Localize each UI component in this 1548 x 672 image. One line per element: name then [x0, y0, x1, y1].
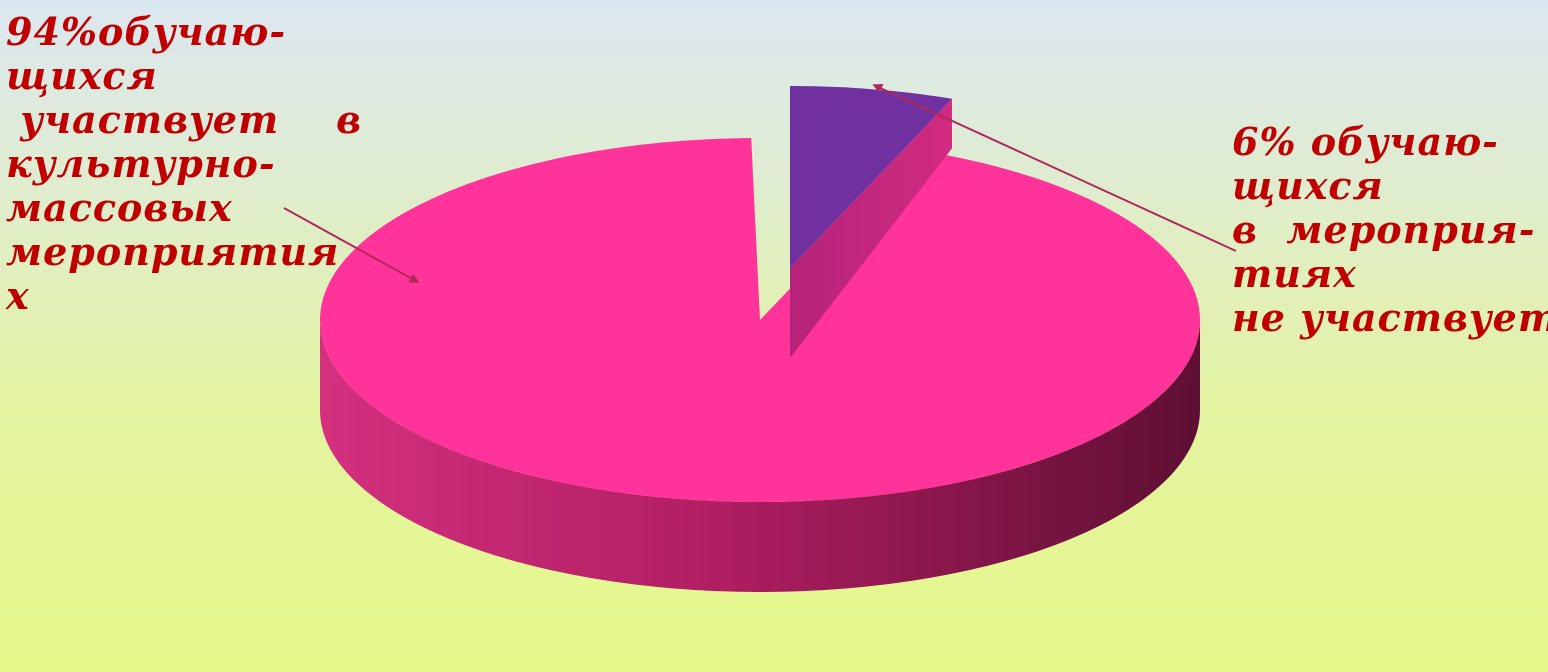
arrow-right: [872, 83, 1237, 252]
left-label-line: 94%обучаю-: [6, 9, 287, 54]
left-label-line: культурно-: [6, 141, 276, 186]
right-label-line: не участвует: [1232, 295, 1548, 340]
slice-main-side: [320, 320, 1200, 592]
left-label-line: мероприятия: [6, 229, 340, 274]
left-label-line: х: [6, 273, 30, 318]
left-label-line: участвует в: [6, 97, 363, 142]
label-small-slice: 6% обучаю-щихся в мероприя-тиях не участву…: [1232, 120, 1548, 340]
right-label-line: в мероприя-: [1232, 207, 1536, 252]
left-label-line: массовых: [6, 185, 233, 230]
arrow-left: [283, 207, 420, 283]
right-label-line: тиях: [1232, 251, 1357, 296]
slice-small-side: [790, 98, 952, 359]
slice-main: [319, 138, 1200, 503]
label-main-slice: 94%обучаю-щихся участвует в культурно-мас…: [6, 10, 362, 318]
left-label-line: щихся: [6, 53, 158, 98]
right-label-line: щихся: [1232, 163, 1384, 208]
right-label-line: 6% обучаю-: [1232, 119, 1499, 164]
slice-small: [790, 86, 952, 268]
